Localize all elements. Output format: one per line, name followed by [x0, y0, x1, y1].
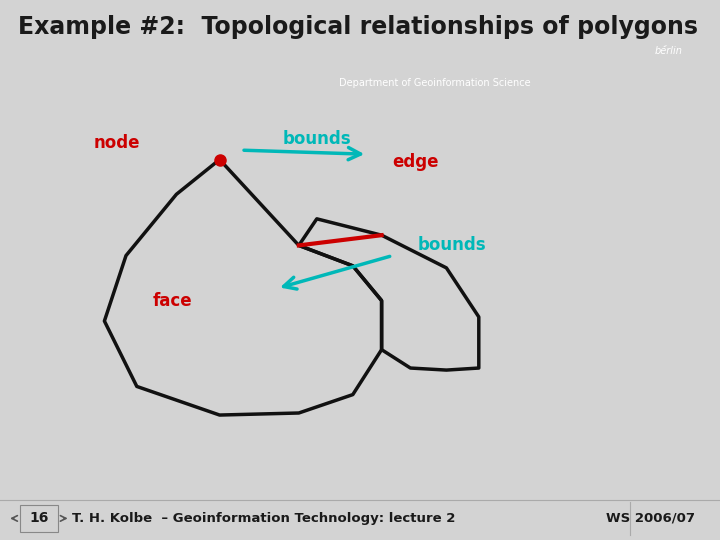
- Text: 16: 16: [30, 511, 48, 525]
- Bar: [20, 504, 58, 532]
- Text: bounds: bounds: [282, 130, 351, 148]
- Text: node: node: [94, 134, 140, 152]
- Text: edge: edge: [392, 153, 439, 171]
- Text: Department of Geoinformation Science: Department of Geoinformation Science: [339, 78, 531, 88]
- Text: bé́rlin: bé́rlin: [654, 46, 683, 56]
- Text: Example #2:  Topological relationships of polygons: Example #2: Topological relationships of…: [18, 15, 698, 39]
- Text: face: face: [153, 292, 193, 309]
- Text: T. H. Kolbe  – Geoinformation Technology: lecture 2: T. H. Kolbe – Geoinformation Technology:…: [72, 512, 455, 525]
- Text: WS 2006/07: WS 2006/07: [606, 512, 695, 525]
- Text: bounds: bounds: [418, 237, 486, 254]
